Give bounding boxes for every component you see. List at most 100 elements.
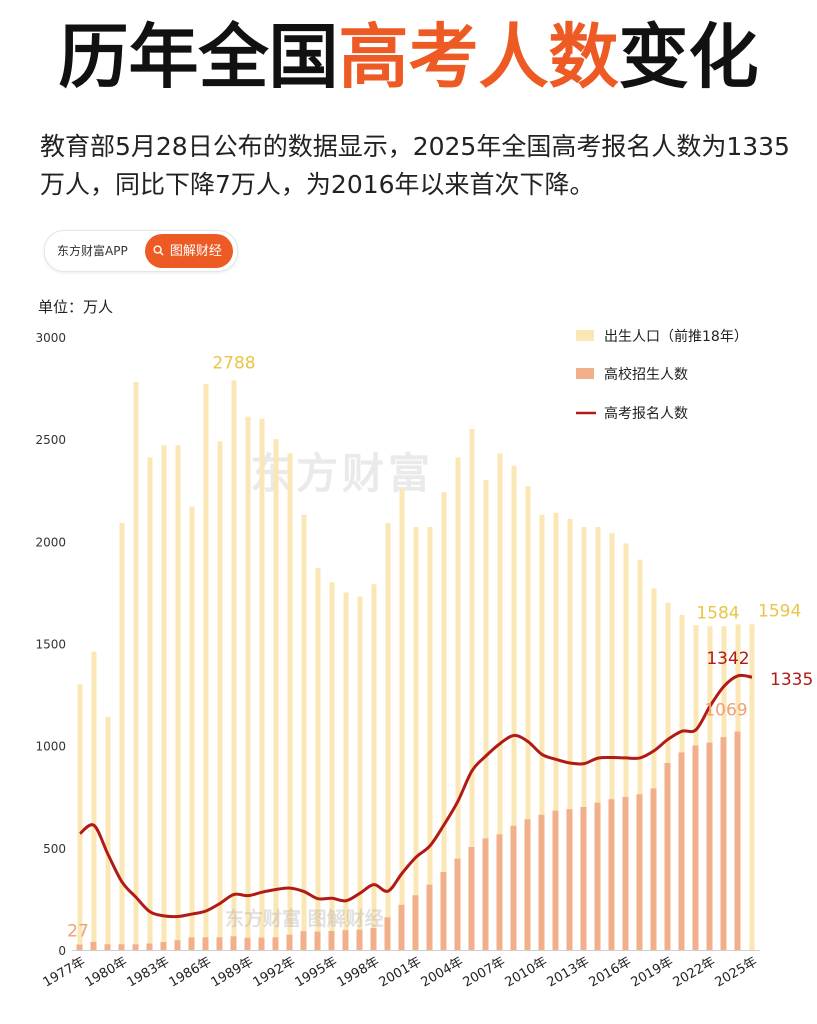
bar-admissions — [440, 871, 447, 950]
bar-admissions — [678, 752, 685, 950]
bar-admissions — [118, 944, 125, 950]
data-label: 27 — [67, 921, 89, 941]
brand-badge[interactable]: 东方财富APP 图解财经 — [44, 230, 238, 272]
bar-births — [525, 486, 531, 950]
x-tick-label: 2022年 — [671, 954, 718, 990]
bar-births — [385, 522, 391, 950]
line-applicants — [79, 673, 753, 919]
x-tick-label: 1992年 — [251, 954, 298, 990]
bar-births — [245, 416, 251, 950]
bar-admissions — [174, 940, 181, 950]
bar-admissions — [734, 731, 741, 950]
bar-admissions — [286, 934, 293, 950]
data-label: 2788 — [212, 353, 255, 373]
bar-admissions — [300, 931, 307, 950]
bar-births — [301, 514, 307, 950]
bar-births — [413, 527, 419, 950]
bar-births — [91, 651, 97, 950]
data-label: 1584 — [696, 603, 739, 623]
bar-births — [133, 381, 139, 950]
legend-label-admissions: 高校招生人数 — [604, 366, 688, 383]
chart-area: 0500100015002000250030001977年1980年1983年1… — [35, 328, 813, 991]
brand-tag-button[interactable]: 图解财经 — [145, 234, 233, 268]
bar-admissions — [496, 834, 503, 950]
title-part1: 历年全国 — [58, 16, 339, 98]
bar-births — [595, 527, 601, 950]
x-tick-label: 2019年 — [629, 954, 676, 990]
bar-admissions — [664, 763, 671, 950]
bar-admissions — [384, 917, 391, 950]
bar-admissions — [650, 788, 657, 950]
bar-births — [231, 380, 237, 950]
subtitle-text: 教育部5月28日公布的数据显示，2025年全国高考报名人数为1335万人，同比下… — [40, 132, 790, 199]
bar-births — [189, 506, 195, 950]
bar-births — [77, 684, 83, 950]
bar-admissions — [230, 936, 237, 950]
legend-swatch-admissions — [576, 368, 594, 379]
bar-admissions — [622, 796, 629, 950]
bar-births — [217, 441, 223, 950]
bar-admissions — [146, 943, 153, 950]
legend-label-births: 出生人口（前推18年） — [604, 328, 748, 345]
bar-admissions — [454, 858, 461, 950]
bar-admissions — [132, 944, 139, 950]
bar-births — [567, 518, 573, 950]
bar-births — [357, 596, 363, 950]
bar-admissions — [188, 937, 195, 950]
bar-admissions — [720, 737, 727, 950]
y-tick-label: 2000 — [35, 535, 66, 549]
bar-admissions — [692, 745, 699, 950]
bar-admissions — [328, 930, 335, 950]
bar-births — [273, 439, 279, 950]
bar-births — [483, 480, 489, 950]
bar-admissions — [524, 819, 531, 950]
bar-births — [497, 453, 503, 950]
bar-births — [175, 445, 181, 950]
bar-admissions — [370, 927, 377, 950]
x-tick-label: 1983年 — [125, 954, 172, 990]
bar-admissions — [482, 838, 489, 950]
unit-label: 单位：万人 — [38, 298, 114, 316]
bar-births — [637, 559, 643, 950]
bar-admissions — [552, 810, 559, 950]
bar-births — [511, 465, 517, 950]
x-tick-label: 2001年 — [377, 954, 424, 990]
bar-births — [651, 588, 657, 950]
x-tick-label: 2025年 — [713, 954, 760, 990]
brand-tag-label: 图解财经 — [169, 244, 222, 259]
x-tick-label: 2013年 — [545, 954, 592, 990]
bar-admissions — [510, 825, 517, 950]
bar-admissions — [636, 794, 643, 950]
bar-births — [553, 512, 559, 950]
x-tick-label: 2007年 — [461, 954, 508, 990]
legend-swatch-births — [576, 330, 594, 341]
x-tick-label: 1977年 — [41, 954, 88, 990]
bar-births — [259, 418, 265, 950]
x-tick-label: 1998年 — [335, 954, 382, 990]
bar-births — [623, 543, 629, 950]
title-highlight: 高考人数 — [338, 16, 619, 98]
data-label: 1342 — [706, 649, 749, 669]
x-tick-label: 1980年 — [83, 954, 130, 990]
brand-app-label: 东方财富APP — [57, 244, 128, 258]
bar-admissions — [202, 937, 209, 950]
bar-births — [147, 457, 153, 950]
bar-births — [343, 592, 349, 950]
bar-births — [581, 527, 587, 950]
bar-births — [399, 488, 405, 950]
y-tick-label: 0 — [58, 944, 66, 958]
bar-births — [287, 453, 293, 950]
bar-admissions — [90, 941, 97, 950]
bar-admissions — [160, 942, 167, 950]
bar-admissions — [216, 937, 223, 950]
page-title: 历年全国高考人数变化 — [0, 10, 817, 105]
bar-admissions — [342, 930, 349, 950]
bar-births — [105, 717, 111, 950]
x-tick-label: 2004年 — [419, 954, 466, 990]
bar-admissions — [76, 944, 83, 950]
data-label: 1594 — [758, 601, 801, 621]
bar-admissions — [104, 944, 111, 950]
bar-births — [749, 624, 755, 950]
bar-admissions — [412, 895, 419, 950]
bar-births — [371, 584, 377, 950]
